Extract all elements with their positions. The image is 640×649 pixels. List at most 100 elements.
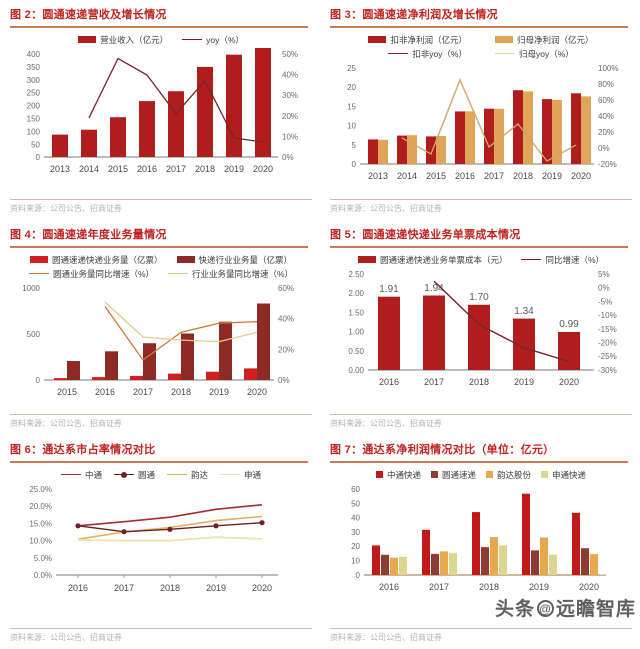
- svg-text:0%: 0%: [282, 153, 294, 162]
- svg-text:2019: 2019: [542, 171, 562, 181]
- x-axis-labels: 2016 2017 2018 2019 2020: [379, 582, 599, 592]
- svg-text:25.0%: 25.0%: [29, 485, 52, 494]
- line-series-growth: [433, 280, 570, 362]
- bar-swatch-icon: [495, 36, 513, 43]
- svg-text:0%: 0%: [278, 376, 290, 385]
- line-swatch-icon: [168, 273, 188, 274]
- bar-series-gm: [378, 90, 591, 164]
- x-axis-labels: 2015 2016 2017 2018 2019 2020: [57, 387, 267, 397]
- legend-item: 中通快递: [375, 469, 421, 481]
- legend-label: 中通快递: [386, 469, 421, 480]
- legend-fig3: 扣非净利润（亿元） 归母净利润（亿元） 扣非yoy（%） 归母yoy（%）: [330, 34, 632, 60]
- y-axis-left: 25 20 15 10 5 0: [347, 64, 356, 169]
- legend-label: 申通快递: [552, 469, 587, 480]
- svg-text:25: 25: [347, 64, 356, 73]
- title-divider: [330, 26, 628, 28]
- source-note: 资料来源：公司公告、招商证券: [330, 419, 442, 428]
- svg-text:200: 200: [27, 101, 41, 110]
- svg-text:2014: 2014: [397, 171, 417, 181]
- svg-text:2019: 2019: [514, 377, 534, 387]
- y-axis-left: 2.50 2.00 1.50 1.00 0.50 0.00: [348, 270, 364, 375]
- svg-text:20%: 20%: [598, 128, 614, 137]
- svg-text:2019: 2019: [529, 582, 549, 592]
- panel-fig6: 图 6：通达系市占率情况对比 中通 圆通 韵达 申通 25.: [0, 435, 320, 649]
- svg-text:0.50: 0.50: [348, 346, 364, 355]
- at-icon: @: [536, 600, 554, 617]
- svg-text:250: 250: [27, 88, 41, 97]
- chart-fig6: 25.0% 20.0% 15.0% 10.0% 5.0% 0.0%: [10, 483, 312, 605]
- svg-text:2.50: 2.50: [348, 270, 364, 279]
- bar-data-labels: 1.91 1.94 1.70 1.34 0.99: [379, 283, 579, 330]
- y-axis-left: 1000 500 0: [22, 284, 40, 385]
- bar-group-2019: [522, 493, 557, 575]
- source-divider: [330, 199, 632, 200]
- svg-text:2015: 2015: [57, 387, 77, 397]
- bar-swatch-icon: [368, 36, 387, 43]
- svg-text:40%: 40%: [278, 314, 294, 323]
- svg-text:150: 150: [27, 114, 41, 123]
- legend-label: 圆通: [137, 469, 155, 480]
- x-axis-ticks: [77, 574, 263, 578]
- svg-text:2018: 2018: [160, 583, 180, 593]
- legend-fig4: 圆通速递快递业务量（亿票） 快递行业业务量（亿票） 圆通业务量同比增速（%） 行…: [10, 254, 312, 280]
- svg-text:15: 15: [347, 102, 356, 111]
- bar-swatch-icon: [357, 256, 376, 263]
- watermark: 头条 @ 远瞻智库: [495, 594, 636, 621]
- chart-fig4: 1000 500 0 60% 40% 20% 0%: [10, 282, 312, 400]
- page-title-fig4: 图 4：圆通速递年度业务量情况: [10, 229, 167, 241]
- line-swatch-icon: [182, 39, 203, 40]
- chart-svg-fig2: 400 350 300 250 200 150 100 50 0 50% 40%…: [27, 47, 298, 174]
- watermark-right: 远瞻智库: [555, 599, 636, 620]
- watermark-left: 头条: [494, 599, 535, 620]
- svg-text:0.0%: 0.0%: [34, 571, 52, 580]
- bar-group-2020: [572, 512, 607, 575]
- line-swatch-icon: [60, 474, 81, 475]
- legend-label: 圆通速递: [441, 469, 476, 480]
- svg-text:0%: 0%: [598, 283, 610, 292]
- svg-text:2019: 2019: [209, 387, 229, 397]
- svg-text:-25%: -25%: [598, 352, 617, 361]
- svg-text:2015: 2015: [426, 171, 446, 181]
- svg-text:40: 40: [351, 513, 360, 522]
- svg-text:2018: 2018: [513, 171, 533, 181]
- bar-series-unit-cost: [378, 295, 580, 370]
- svg-text:10%: 10%: [282, 132, 298, 141]
- svg-text:10.0%: 10.0%: [29, 536, 52, 545]
- legend-label: 中通: [84, 469, 102, 480]
- svg-text:0: 0: [352, 160, 357, 169]
- source-divider: [10, 414, 312, 415]
- source-divider: [10, 628, 312, 629]
- svg-text:2016: 2016: [379, 377, 399, 387]
- svg-text:2014: 2014: [79, 164, 99, 174]
- legend-item: 中通: [60, 469, 102, 481]
- legend-label: 扣非yoy（%）: [412, 48, 467, 59]
- line-swatch-icon: [28, 273, 49, 274]
- svg-text:-30%: -30%: [598, 366, 617, 375]
- line-swatch-icon: [167, 474, 187, 475]
- line-series-gm-yoy: [401, 77, 577, 162]
- legend-item: 圆通速递快递业务单票成本（元）: [357, 254, 507, 266]
- legend-label: 归母yoy（%）: [519, 48, 574, 59]
- legend-item: 圆通业务量同比增速（%）: [28, 268, 154, 280]
- legend-label: 韵达: [191, 469, 209, 480]
- legend-fig6: 中通 圆通 韵达 申通: [10, 469, 312, 481]
- panel-fig4: 图 4：圆通速递年度业务量情况 圆通速递快递业务量（亿票） 快递行业业务量（亿票…: [0, 220, 320, 435]
- chart-fig7: 60 50 40 30 20 10 0: [330, 483, 632, 605]
- line-swatch-icon: [495, 53, 515, 54]
- svg-text:2020: 2020: [253, 164, 273, 174]
- svg-text:2017: 2017: [133, 387, 153, 397]
- chart-svg-fig5: 2.50 2.00 1.50 1.00 0.50 0.00 5% 0% -5% …: [348, 270, 617, 387]
- y-axis-left: 60 50 40 30 20 10 0: [351, 485, 360, 580]
- svg-text:500: 500: [27, 330, 41, 339]
- legend-item: 圆通速递快递业务量（亿票）: [29, 254, 163, 266]
- page-title-fig5: 图 5：圆通速递快递业务单票成本情况: [330, 229, 521, 241]
- svg-text:2013: 2013: [50, 164, 70, 174]
- bar-series-industry-volume: [67, 303, 270, 380]
- svg-text:15.0%: 15.0%: [29, 519, 52, 528]
- legend-item: 同比增速（%）: [521, 254, 604, 266]
- chart-svg-fig7: 60 50 40 30 20 10 0: [351, 485, 607, 592]
- svg-text:2020: 2020: [252, 583, 272, 593]
- bar-series-yto-volume: [54, 367, 257, 380]
- svg-text:2019: 2019: [206, 583, 226, 593]
- svg-text:2013: 2013: [368, 171, 388, 181]
